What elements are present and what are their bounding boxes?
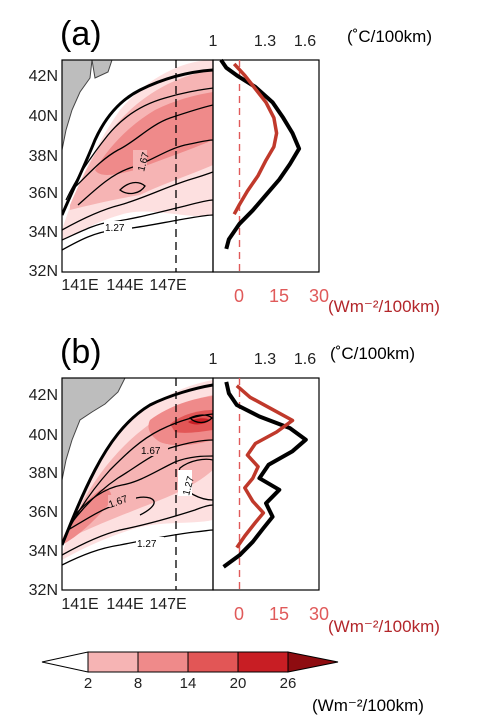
sst-gradient-line-a [219,58,302,250]
colorbar-segment [87,651,139,673]
bottom-tick-a-30: 30 [309,286,329,306]
panel-title-a: (a) [60,15,102,53]
top-tick-a-13: 1.3 [254,33,276,50]
x-tick-a-141: 141E [61,277,98,294]
colorbar-tick: 26 [280,675,297,692]
bottom-tick-b-0: 0 [234,604,244,624]
colorbar-high-arrow [287,651,339,673]
x-tick-a-144: 144E [106,277,143,294]
x-tick-b-144: 144E [106,596,143,613]
map-a-xticks: 141E 144E 147E [61,277,186,294]
profile-b: 1 1.3 1.6 (˚C/100km) 0 15 30 (Wm⁻²/100km… [209,344,440,636]
contour-label-b-4: 1.27 [181,475,197,497]
y-tick-b-36: 36N [29,504,58,521]
colorbar-tick: 14 [180,675,197,692]
colorbar-tick: 8 [134,675,142,692]
y-tick-b-42: 42N [29,387,58,404]
top-tick-a-1: 1 [209,33,218,50]
bottom-unit-b: (Wm⁻²/100km) [328,617,440,636]
bottom-tick-a-0: 0 [234,286,244,306]
y-tick-b-38: 38N [29,465,58,482]
contour-label-b-1: 1.67 [141,446,161,457]
contour-label-b-2: 1.27 [137,539,157,550]
shade-a-inner [95,92,213,175]
top-unit-b: (˚C/100km) [330,344,415,363]
y-tick-b-34: 34N [29,543,58,560]
top-unit-a: (˚C/100km) [347,27,432,46]
bottom-tick-a-15: 15 [269,286,289,306]
x-tick-b-147: 147E [149,596,186,613]
y-tick-a-34: 34N [29,224,58,241]
map-b-yticks: 42N 40N 38N 36N 34N 32N [29,387,58,599]
y-tick-a-38: 38N [29,148,58,165]
colorbar-low-arrow [41,651,89,673]
x-tick-b-141: 141E [61,596,98,613]
sst-gradient-line-b [222,381,308,569]
colorbar: 2 8 14 20 26 [41,651,339,692]
bottom-tick-b-30: 30 [309,604,329,624]
y-tick-b-32: 32N [29,582,58,599]
map-a: 1.67 1.27 [62,60,213,272]
bottom-tick-b-15: 15 [269,604,289,624]
colorbar-unit: (Wm⁻²/100km) [312,696,424,715]
bottom-unit-a: (Wm⁻²/100km) [328,297,440,316]
x-tick-a-147: 147E [149,277,186,294]
shade-b-left [62,489,112,545]
panel-title-b: (b) [60,333,102,371]
profile-a: 1 1.3 1.6 (˚C/100km) 0 15 30 (Wm⁻²/100km… [209,27,440,316]
heatflux-gradient-line-a [232,62,279,216]
map-b: 1.67 1.27 1.67 1.27 [62,378,213,590]
colorbar-segment [137,651,189,673]
contour-label-a-1: 1.67 [136,151,152,173]
land-a [62,60,93,151]
land-a2 [91,60,113,79]
colorbar-tick: 2 [84,675,92,692]
top-tick-b-1: 1 [209,351,218,368]
y-tick-b-40: 40N [29,427,58,444]
y-tick-a-32: 32N [29,263,58,280]
land-b [62,378,126,481]
y-tick-a-42: 42N [29,68,58,85]
y-tick-a-36: 36N [29,185,58,202]
colorbar-segment [187,651,239,673]
map-a-yticks: 42N 40N 38N 36N 34N 32N [29,68,58,280]
y-tick-a-40: 40N [29,108,58,125]
top-tick-a-16: 1.6 [294,33,316,50]
contour-label-a-2: 1.27 [105,223,125,234]
shade-b-peak [188,418,210,425]
heatflux-gradient-line-b [235,384,295,549]
map-b-xticks: 141E 144E 147E [61,596,186,613]
top-tick-b-13: 1.3 [254,351,276,368]
colorbar-tick: 20 [230,675,247,692]
colorbar-segment [237,651,289,673]
top-tick-b-16: 1.6 [294,351,316,368]
